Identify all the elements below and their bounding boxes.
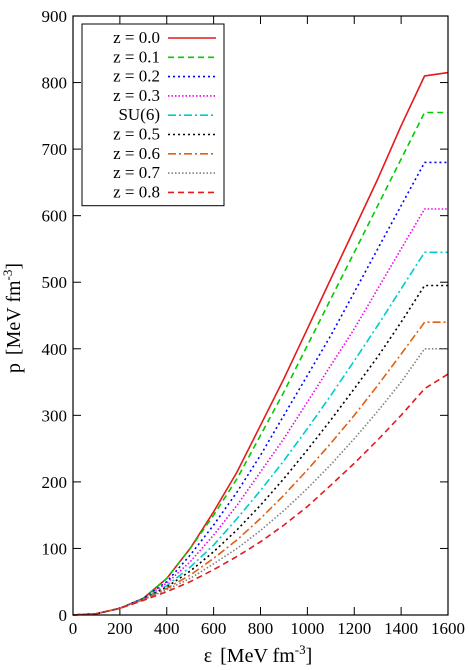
legend-label: z = 0.1 [113,47,160,66]
x-tick-label: 200 [107,619,133,638]
plot-frame [72,15,449,616]
y-tick-label: 400 [42,340,68,359]
x-tick-label: 1600 [431,619,465,638]
legend-label: SU(6) [118,105,160,124]
legend-label: z = 0.6 [113,144,160,163]
x-tick-label: 0 [69,619,78,638]
x-tick-label: 1000 [290,619,324,638]
legend: z = 0.0z = 0.1z = 0.2z = 0.3SU(6)z = 0.5… [81,23,225,207]
y-axis: 0 100 200 300 400 500 600 700 800 900 [42,7,448,625]
x-tick-label: 800 [248,619,274,638]
x-tick-label: 400 [154,619,180,638]
legend-label: z = 0.0 [113,28,160,47]
series-line-4 [72,251,448,616]
y-tick-label: 600 [42,207,68,226]
y-axis-title: p[MeV fm-3] [0,263,25,373]
y-tick-label: 200 [42,473,68,492]
y-tick-label: 0 [59,606,68,625]
legend-label: z = 0.3 [113,86,160,105]
x-tick-label: 600 [201,619,227,638]
legend-label: z = 0.8 [113,182,160,201]
y-tick-label: 800 [42,74,68,93]
series-line-8 [72,373,449,616]
series-line-6 [72,321,448,616]
y-tick-label: 300 [42,406,68,425]
x-axis: 0 200 400 600 800 1000 1200 1400 1600 [69,16,465,638]
series-line-7 [72,347,448,616]
legend-label: z = 0.7 [113,163,160,182]
y-tick-label: 900 [42,7,68,26]
series-line-3 [72,208,448,616]
legend-label: z = 0.5 [113,125,160,144]
y-tick-label: 500 [42,273,68,292]
y-tick-label: 700 [42,140,68,159]
x-tick-label: 1400 [384,619,418,638]
y-tick-label: 100 [42,539,68,558]
series-line-2 [72,161,448,616]
plot-curves [72,71,449,616]
x-axis-title: ε [MeV fm-3] [204,642,313,667]
series-line-5 [72,284,448,616]
x-tick-label: 1200 [337,619,371,638]
legend-label: z = 0.2 [113,67,160,86]
